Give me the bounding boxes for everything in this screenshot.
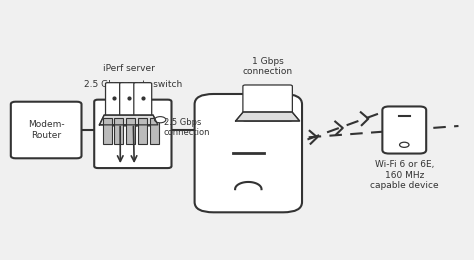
FancyBboxPatch shape bbox=[383, 106, 426, 154]
Bar bbox=[138, 118, 147, 144]
Bar bbox=[150, 118, 159, 144]
FancyBboxPatch shape bbox=[11, 102, 82, 158]
Text: iPerf server: iPerf server bbox=[103, 64, 155, 73]
Text: 2.5 Gbps
connection: 2.5 Gbps connection bbox=[164, 118, 210, 137]
FancyBboxPatch shape bbox=[94, 100, 172, 168]
FancyBboxPatch shape bbox=[106, 83, 123, 126]
Text: 2.5 Gbps ports switch: 2.5 Gbps ports switch bbox=[84, 80, 182, 89]
Circle shape bbox=[155, 117, 166, 123]
Polygon shape bbox=[236, 112, 300, 121]
Bar bbox=[115, 118, 123, 144]
Text: Wi-Fi 6 or 6E,
160 MHz
capable device: Wi-Fi 6 or 6E, 160 MHz capable device bbox=[370, 160, 438, 190]
FancyBboxPatch shape bbox=[119, 83, 137, 126]
FancyBboxPatch shape bbox=[195, 94, 302, 212]
FancyBboxPatch shape bbox=[134, 83, 152, 126]
Bar bbox=[103, 118, 112, 144]
Polygon shape bbox=[100, 115, 158, 125]
Text: 1 Gbps
connection: 1 Gbps connection bbox=[243, 57, 292, 76]
Text: Modem-
Router: Modem- Router bbox=[28, 120, 64, 140]
FancyBboxPatch shape bbox=[243, 85, 292, 121]
Bar bbox=[126, 118, 135, 144]
Circle shape bbox=[400, 142, 409, 147]
